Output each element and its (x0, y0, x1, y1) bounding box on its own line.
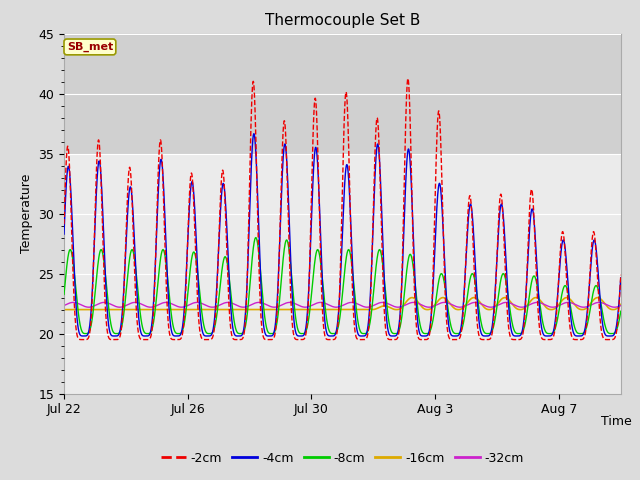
Text: SB_met: SB_met (67, 42, 113, 52)
Legend: -2cm, -4cm, -8cm, -16cm, -32cm: -2cm, -4cm, -8cm, -16cm, -32cm (156, 447, 529, 469)
Bar (64, 34, 621, 154)
X-axis label: Time: Time (601, 415, 632, 428)
Title: Thermocouple Set B: Thermocouple Set B (265, 13, 420, 28)
Y-axis label: Temperature: Temperature (20, 174, 33, 253)
